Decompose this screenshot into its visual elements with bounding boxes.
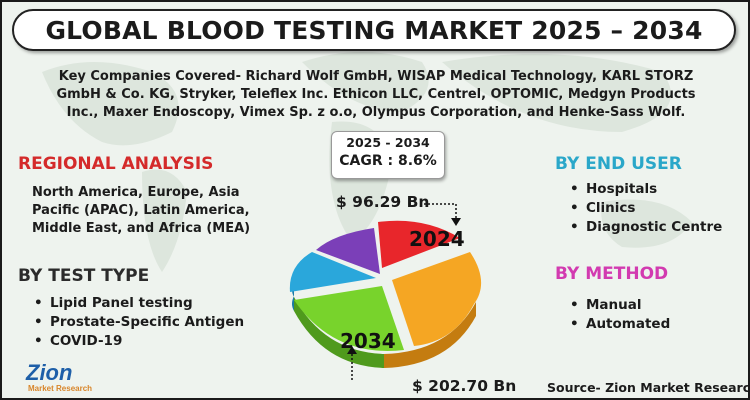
pie-year-label-2024: 2024 bbox=[409, 227, 465, 251]
pie-slice-red bbox=[378, 220, 460, 268]
pie-year-label-2034: 2034 bbox=[340, 329, 396, 353]
key-companies-text: Key Companies Covered- Richard Wolf GmbH… bbox=[56, 69, 696, 120]
logo-sub: Market Research bbox=[28, 384, 93, 393]
zion-logo: Zion Market Research bbox=[24, 360, 104, 396]
pie-slice-purple bbox=[316, 228, 380, 274]
callout-arrowhead-2034 bbox=[347, 346, 357, 354]
logo-brand: Zion bbox=[26, 360, 73, 385]
list-item: Automated bbox=[570, 315, 670, 334]
method-list: Manual Automated bbox=[570, 296, 670, 334]
pie-slice-orange bbox=[392, 252, 482, 346]
callout-arrow-2034 bbox=[351, 350, 353, 382]
callout-arrow-2024 bbox=[424, 203, 457, 220]
end-user-list: Hospitals Clinics Diagnostic Centre bbox=[570, 180, 722, 237]
market-value-2024: $ 96.29 Bn bbox=[336, 193, 430, 211]
page-title: GLOBAL BLOOD TESTING MARKET 2025 – 2034 bbox=[45, 15, 703, 45]
test-type-heading: BY TEST TYPE bbox=[18, 266, 150, 286]
list-item: Diagnostic Centre bbox=[570, 218, 722, 237]
list-item: Lipid Panel testing bbox=[34, 294, 244, 313]
callout-arrowhead-2024 bbox=[451, 218, 461, 226]
list-item: Clinics bbox=[570, 199, 722, 218]
pie-chart-3d bbox=[289, 203, 482, 382]
regional-analysis-text: North America, Europe, Asia Pacific (APA… bbox=[32, 185, 251, 236]
test-type-list: Lipid Panel testing Prostate-Specific An… bbox=[34, 294, 244, 351]
source-text: Source- Zion Market Research bbox=[547, 380, 750, 395]
method-heading: BY METHOD bbox=[555, 264, 669, 284]
pie-slice-orange-side bbox=[384, 302, 476, 368]
regional-analysis-heading: REGIONAL ANALYSIS bbox=[18, 154, 214, 174]
end-user-heading: BY END USER bbox=[555, 154, 682, 174]
pie-slice-blue bbox=[289, 252, 376, 292]
pie-slice-green bbox=[294, 286, 404, 351]
title-banner: GLOBAL BLOOD TESTING MARKET 2025 – 2034 bbox=[12, 9, 736, 51]
forecast-period: 2025 - 2034 bbox=[346, 135, 430, 150]
list-item: Hospitals bbox=[570, 180, 722, 199]
list-item: Manual bbox=[570, 296, 670, 315]
cagr-value: CAGR : 8.6% bbox=[339, 153, 437, 169]
market-value-2034: $ 202.70 Bn bbox=[412, 377, 517, 395]
list-item: COVID-19 bbox=[34, 332, 244, 351]
cagr-box: 2025 - 2034 CAGR : 8.6% bbox=[331, 131, 445, 179]
list-item: Prostate-Specific Antigen bbox=[34, 313, 244, 332]
pie-slice-green-side bbox=[294, 297, 384, 368]
